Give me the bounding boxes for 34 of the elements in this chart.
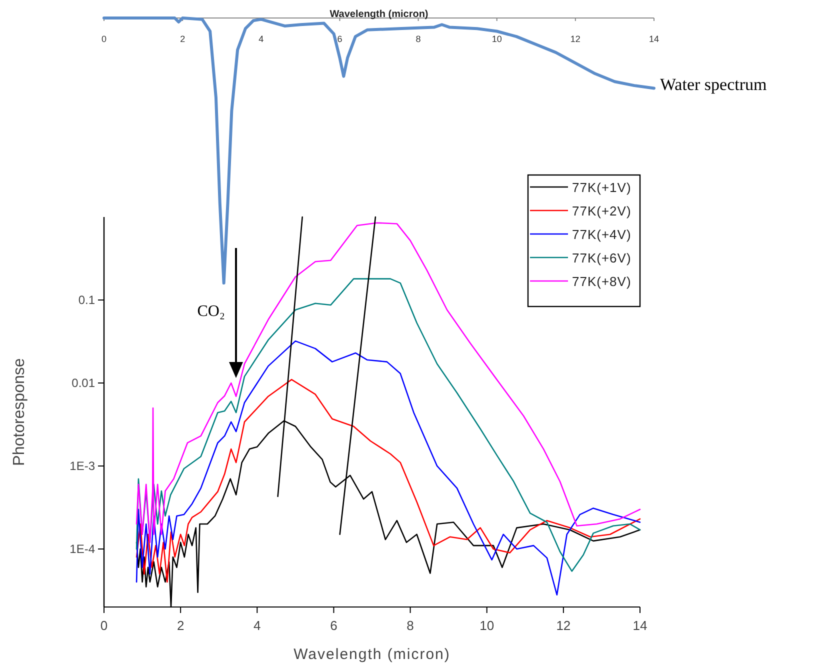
x-tick-label: 0 — [100, 618, 108, 633]
legend-label: 77K(+8V) — [572, 274, 632, 289]
y-tick-label: 1E-3 — [70, 458, 96, 473]
x-axis-title: Wavelength (micron) — [294, 646, 450, 663]
x-tick-label: 10 — [492, 34, 502, 44]
line-series — [136, 378, 641, 583]
x-tick-label: 2 — [180, 34, 186, 44]
line-series — [136, 222, 641, 544]
line-series — [136, 278, 641, 572]
x-tick-label: 6 — [337, 34, 342, 44]
x-tick-label: 4 — [258, 34, 264, 44]
annotation: CO₂ — [197, 303, 225, 320]
line-series — [136, 340, 641, 596]
x-tick-label: 8 — [416, 34, 421, 44]
legend-label: 77K(+2V) — [572, 204, 632, 218]
legend-label: 77K(+1V) — [572, 180, 632, 195]
x-tick-label: 10 — [480, 618, 494, 633]
y-tick-label: 0.1 — [78, 292, 96, 307]
y-tick-label: 1E-4 — [70, 542, 96, 556]
x-tick-label: 4 — [254, 618, 261, 633]
x-tick-label: 8 — [406, 618, 414, 633]
legend-label: 77K(+6V) — [572, 250, 632, 266]
y-axis-title: Photoresponse — [11, 358, 28, 466]
x-tick-label: 12 — [556, 618, 571, 633]
x-tick-label: 0 — [101, 34, 107, 44]
x-tick-label: 12 — [570, 34, 580, 44]
x-axis-title: Wavelength (micron) — [330, 9, 428, 20]
text: Water spectrum — [660, 75, 767, 94]
x-tick-label: 2 — [176, 618, 184, 633]
x-tick-label: 14 — [632, 618, 648, 633]
x-tick-label: 6 — [330, 618, 338, 633]
y-tick-label: 0.01 — [72, 376, 96, 390]
x-tick-label: 14 — [648, 34, 660, 44]
legend-label: 77K(+4V) — [572, 227, 632, 242]
